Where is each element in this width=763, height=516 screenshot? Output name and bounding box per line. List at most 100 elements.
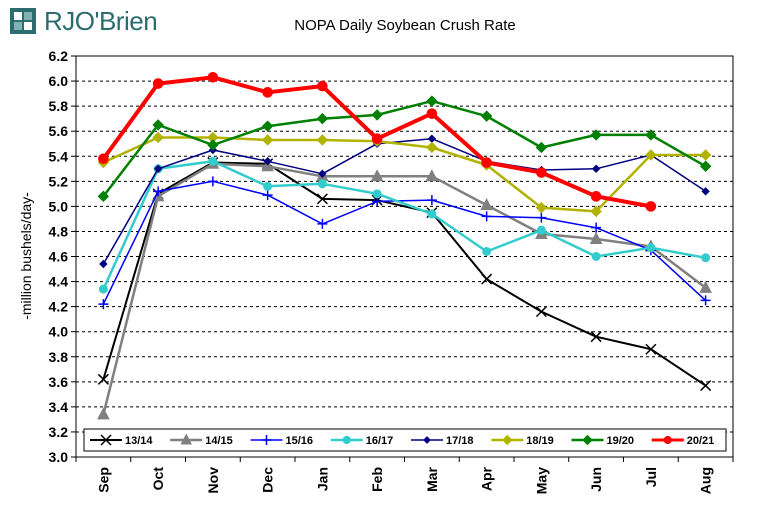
y-tick-label: 4.4 (49, 274, 69, 290)
data-point (482, 246, 492, 256)
data-point (153, 186, 164, 197)
x-tick-label: Jun (588, 467, 604, 492)
series-line (102, 99, 707, 198)
legend-box (83, 428, 727, 452)
y-tick-label: 3.6 (49, 374, 69, 390)
series-line (102, 180, 707, 305)
data-point (535, 201, 548, 214)
data-point (426, 195, 437, 206)
data-point (207, 176, 218, 187)
series-20-21 (98, 72, 657, 212)
data-point (536, 212, 547, 223)
data-point (582, 434, 593, 446)
x-tick-label: May (533, 467, 549, 494)
legend: 13/14 14/15 15/16 16/17 17/18 18/19 19/20 20/21 (83, 428, 727, 452)
data-point (425, 169, 439, 182)
data-point (97, 190, 110, 203)
data-point (426, 141, 438, 154)
legend-label: 18/19 (526, 435, 554, 447)
y-tick-label: 6.0 (49, 73, 69, 89)
x-tick-label: Feb (369, 467, 385, 492)
data-point (153, 164, 163, 173)
legend-label: 19/20 (607, 435, 635, 447)
data-point (316, 134, 329, 146)
y-tick-label: 3.4 (49, 399, 69, 415)
legend-label: 13/14 (125, 435, 153, 447)
x-tick-label: Sep (95, 467, 111, 493)
series-19-20 (97, 95, 712, 203)
data-point (502, 434, 513, 446)
legend-item: 18/19 (491, 434, 554, 447)
data-point (701, 253, 711, 263)
x-tick-label: Nov (205, 467, 221, 494)
logo-mark-icon (10, 8, 36, 34)
data-point (261, 159, 274, 172)
legend-item: 13/14 (90, 434, 153, 447)
data-point (97, 373, 109, 385)
data-point (535, 306, 547, 318)
data-point (699, 149, 712, 161)
x-tick-label: Oct (150, 467, 166, 491)
series-line (102, 160, 706, 290)
data-point (645, 149, 657, 161)
data-point (591, 222, 602, 233)
data-point (481, 157, 492, 168)
y-axis-label: -million bushels/day- (18, 192, 34, 320)
data-point (207, 139, 219, 151)
data-point (316, 112, 329, 125)
series-line (102, 162, 707, 415)
data-point (99, 259, 108, 269)
data-point (426, 108, 438, 119)
y-tick-label: 5.6 (49, 123, 69, 139)
series-14-15 (97, 156, 712, 420)
data-point (316, 193, 328, 205)
data-point (317, 179, 327, 189)
legend-item: 19/20 (571, 434, 635, 447)
data-point (263, 157, 272, 166)
x-axis-ticks: Sep Oct Nov Dec Jan Feb Mar Apr May Jun Jul Aug (75, 457, 734, 494)
legend-item: 17/18 (411, 435, 474, 447)
data-point (646, 243, 656, 253)
series-line (102, 137, 707, 265)
data-point (152, 131, 164, 144)
data-point (699, 160, 712, 172)
legend-label: 14/15 (205, 435, 233, 447)
y-tick-label: 4.2 (49, 299, 69, 315)
y-tick-label: 5.0 (49, 198, 69, 214)
data-point (152, 119, 164, 131)
y-tick-label: 4.6 (49, 249, 69, 265)
data-point (645, 129, 657, 141)
y-tick-label: 5.8 (49, 98, 69, 114)
data-point (480, 110, 493, 122)
data-point (536, 167, 547, 178)
data-point (535, 141, 548, 154)
data-point (262, 190, 273, 201)
data-point (371, 133, 383, 145)
data-point (370, 169, 384, 182)
y-tick-label: 5.4 (49, 148, 69, 164)
data-point (423, 436, 431, 444)
data-point (100, 434, 112, 446)
data-point (699, 280, 712, 293)
data-point (591, 252, 601, 261)
data-point (700, 295, 711, 306)
data-point (98, 284, 108, 294)
data-point (590, 191, 602, 202)
chart-title: NOPA Daily Soybean Crush Rate (294, 17, 516, 34)
data-point (481, 273, 493, 285)
y-axis-ticks: 3.0 3.2 3.4 3.6 3.8 4.0 4.2 4.4 4.6 4.8 5.0 5.2 5.4 5… (49, 48, 76, 465)
data-point (342, 435, 351, 445)
data-point (701, 187, 710, 196)
data-point (371, 109, 383, 121)
data-point (208, 156, 218, 166)
data-point (663, 435, 672, 445)
series-line (102, 136, 706, 213)
data-point (317, 80, 328, 92)
data-point (261, 435, 272, 445)
data-point (589, 231, 603, 244)
data-point (700, 380, 712, 392)
logo-text: RJO'Brien (44, 6, 158, 36)
data-point (261, 120, 274, 132)
legend-label: 17/18 (446, 435, 474, 447)
